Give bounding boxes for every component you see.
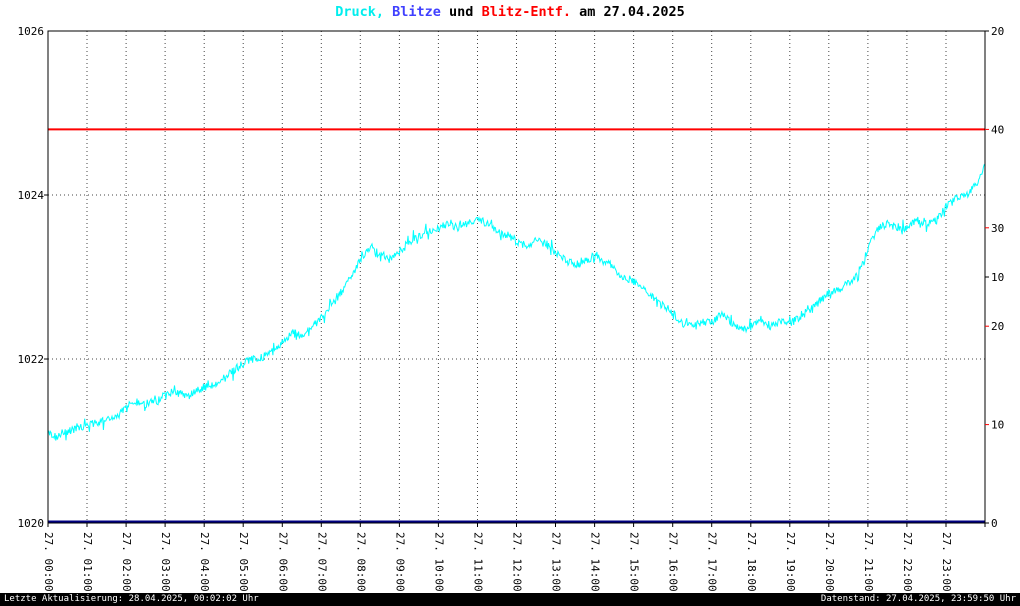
x-tick-label: 27. 06:00	[276, 532, 289, 592]
right-black-tick-label: 10	[991, 271, 1004, 284]
title-druck: Druck,	[335, 4, 385, 20]
left-tick-label: 1020	[18, 517, 45, 530]
x-tick-label: 27. 07:00	[315, 532, 328, 592]
druck-series	[47, 163, 986, 441]
x-tick-label: 27. 18:00	[745, 532, 758, 592]
x-tick-label: 27. 17:00	[706, 532, 719, 592]
x-tick-label: 27. 11:00	[472, 532, 485, 592]
right-red-tick-label: 30	[991, 222, 1004, 235]
title-und: und	[440, 4, 482, 20]
x-tick-label: 27. 08:00	[354, 532, 367, 592]
last-update-text: Letzte Aktualisierung: 28.04.2025, 00:02…	[4, 594, 259, 604]
x-tick-label: 27. 23:00	[940, 532, 953, 592]
x-tick-label: 27. 21:00	[862, 532, 875, 592]
right-red-tick-label: 20	[991, 320, 1004, 333]
x-tick-label: 27. 01:00	[81, 532, 94, 592]
x-tick-label: 27. 02:00	[120, 532, 133, 592]
x-tick-label: 27. 03:00	[159, 532, 172, 592]
x-tick-label: 27. 13:00	[550, 532, 563, 592]
x-tick-label: 27. 15:00	[628, 532, 641, 592]
left-tick-label: 1026	[18, 25, 45, 38]
chart-title: Druck, Blitze und Blitz-Entf. am 27.04.2…	[0, 4, 1020, 20]
right-black-tick-label: 0	[991, 517, 998, 530]
data-timestamp-text: Datenstand: 27.04.2025, 23:59:50 Uhr	[820, 594, 1016, 604]
plot-frame	[47, 30, 986, 524]
x-tick-label: 27. 04:00	[198, 532, 211, 592]
x-tick-label: 27. 00:00	[42, 532, 55, 592]
x-tick-label: 27. 19:00	[784, 532, 797, 592]
x-tick-label: 27. 09:00	[393, 532, 406, 592]
title-blitz-entf: Blitz-Entf.	[481, 4, 571, 20]
x-tick-label: 27. 05:00	[237, 532, 250, 592]
right-red-tick-label: 40	[991, 123, 1004, 136]
title-blitze: Blitze	[384, 4, 441, 20]
x-tick-label: 27. 12:00	[511, 532, 524, 592]
chart-plot: 27. 00:00 27. 01:00 27. 02:00 27. 03:00 27. …	[18, 25, 1005, 592]
title-date: am 27.04.2025	[570, 4, 685, 20]
right-red-tick-label: 10	[991, 419, 1004, 432]
x-tick-label: 27. 22:00	[901, 532, 914, 592]
x-tick-label: 27. 20:00	[823, 532, 836, 592]
x-tick-label: 27. 14:00	[589, 532, 602, 592]
status-bar: Letzte Aktualisierung: 28.04.2025, 00:02…	[0, 593, 1020, 606]
left-tick-label: 1022	[18, 353, 45, 366]
right-black-tick-label: 20	[991, 25, 1004, 38]
x-tick-label: 27. 10:00	[432, 532, 445, 592]
left-tick-label: 1024	[18, 189, 45, 202]
x-tick-label: 27. 16:00	[667, 532, 680, 592]
